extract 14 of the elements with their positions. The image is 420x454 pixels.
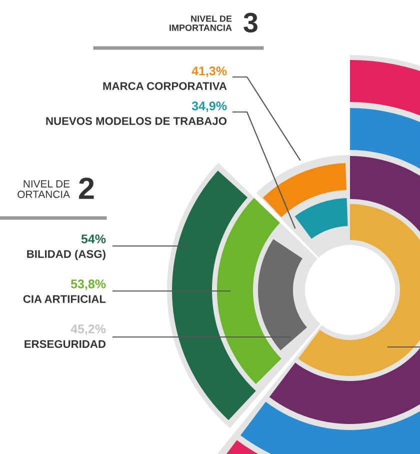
data-label: 53,8%: [70, 280, 106, 290]
category-label: ERSEGURIDAD: [24, 340, 106, 348]
data-label: 45,2%: [70, 324, 106, 336]
text: NIVEL DE IMPORTANCIA: [170, 16, 232, 31]
category-label: BILIDAD (ASG): [27, 250, 106, 260]
data-label: 34,9%: [192, 102, 227, 112]
data-label: 41,3%: [192, 66, 227, 78]
text: 2: [79, 178, 94, 199]
text: 3: [244, 12, 258, 32]
category-label: CIA ARTIFICIAL: [23, 295, 106, 303]
category-label: NUEVOS MODELOS DE TRABAJO: [46, 117, 227, 125]
text: NIVEL DE ORTANCIA: [18, 180, 70, 198]
category-label: MARCA CORPORATIVA: [103, 82, 227, 90]
data-label: 54%: [81, 234, 106, 244]
